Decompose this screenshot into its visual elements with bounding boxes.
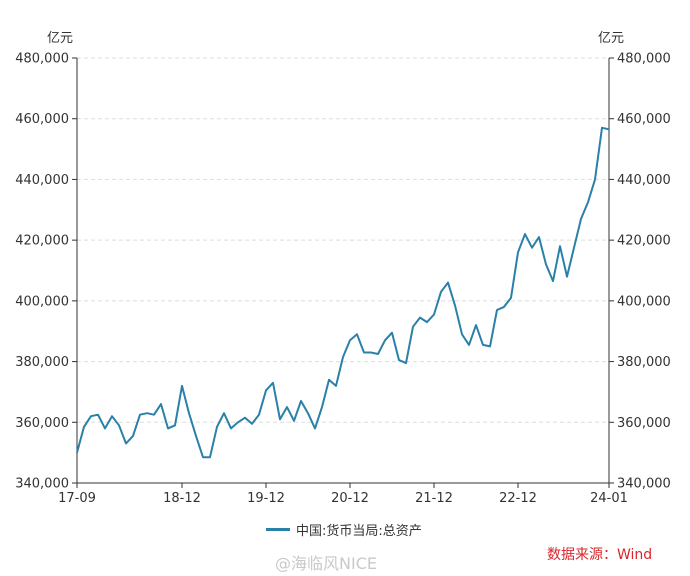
y-tick-label-left: 400,000 bbox=[15, 294, 69, 309]
y-tick-label-left: 420,000 bbox=[15, 234, 69, 249]
series-line bbox=[76, 126, 610, 459]
y-tick-label-left: 480,000 bbox=[15, 52, 69, 67]
y-tick-label-right: 400,000 bbox=[617, 294, 671, 309]
y-tick-label-right: 460,000 bbox=[617, 112, 671, 127]
y-tick-label-left: 380,000 bbox=[15, 355, 69, 370]
source-note: 数据来源：Wind bbox=[547, 547, 653, 563]
x-tick-label: 18-12 bbox=[163, 491, 201, 506]
left-unit-label: 亿元 bbox=[47, 31, 73, 46]
y-tick-label-left: 440,000 bbox=[15, 173, 69, 188]
series-group bbox=[76, 126, 610, 459]
y-tick-label-left: 340,000 bbox=[15, 477, 69, 492]
right-y-ticks: 340,000 360,000 380,000 400,000 420,000 440,0… bbox=[609, 52, 671, 492]
left-y-ticks: 340,000 360,000 380,000 400,000 420,000 440,0… bbox=[15, 52, 77, 492]
x-tick-label: 22-12 bbox=[499, 491, 537, 506]
legend: 中国:货币当局:总资产 bbox=[266, 520, 422, 539]
x-tick-label: 20-12 bbox=[331, 491, 369, 506]
legend-swatch bbox=[266, 528, 290, 531]
y-tick-label-right: 380,000 bbox=[617, 355, 671, 370]
gridlines bbox=[77, 57, 609, 423]
x-tick-label: 24-01 bbox=[590, 491, 628, 506]
x-tick-label: 21-12 bbox=[415, 491, 453, 506]
y-tick-label-left: 360,000 bbox=[15, 416, 69, 431]
y-tick-label-right: 340,000 bbox=[617, 477, 671, 492]
x-tick-label: 19-12 bbox=[247, 491, 285, 506]
y-tick-label-right: 440,000 bbox=[617, 173, 671, 188]
x-ticks: 17-09 18-12 19-12 20-12 21-12 22-12 24-01 bbox=[58, 483, 628, 506]
y-tick-label-right: 360,000 bbox=[617, 416, 671, 431]
x-tick-label: 17-09 bbox=[58, 491, 96, 506]
legend-label: 中国:货币当局:总资产 bbox=[296, 524, 422, 539]
axes: 亿元 亿元 bbox=[47, 31, 624, 484]
y-tick-label-right: 480,000 bbox=[617, 52, 671, 67]
right-unit-label: 亿元 bbox=[598, 31, 624, 46]
y-tick-label-left: 460,000 bbox=[15, 112, 69, 127]
watermark: @海临风NICE bbox=[275, 554, 377, 573]
y-tick-label-right: 420,000 bbox=[617, 234, 671, 249]
